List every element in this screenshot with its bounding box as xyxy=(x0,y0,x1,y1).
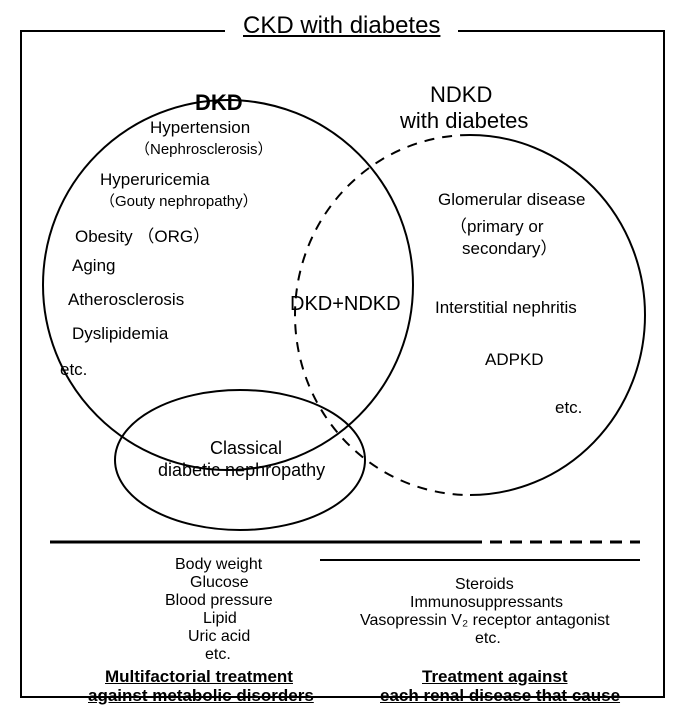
classical-2: diabetic nephropathy xyxy=(158,460,325,481)
tl-5: etc. xyxy=(205,646,231,664)
tr-3: etc. xyxy=(475,630,501,648)
tl-2: Blood pressure xyxy=(165,592,273,610)
treat-left-title-1: Multifactorial treatment xyxy=(105,667,293,687)
li-dyslipidemia: Dyslipidemia xyxy=(72,324,168,344)
li-etc: etc. xyxy=(60,360,87,380)
tr-1: Immunosuppressants xyxy=(410,594,563,612)
ndkd-header-1: NDKD xyxy=(430,82,492,108)
li-hypertension: Hypertension xyxy=(150,118,250,138)
ndkd-header-2: with diabetes xyxy=(400,108,528,134)
tl-4: Uric acid xyxy=(188,628,250,646)
li-nephrosclerosis: （Nephrosclerosis） xyxy=(135,138,273,159)
overlap-label: DKD+NDKD xyxy=(290,293,401,316)
tl-3: Lipid xyxy=(203,610,237,628)
treat-right-title-2: each renal disease that cause xyxy=(380,686,620,706)
li-obesity: Obesity （ORG） xyxy=(75,222,210,247)
ri-glom1: Glomerular disease xyxy=(438,190,585,210)
classical-1: Classical xyxy=(210,438,282,459)
tr-2: Vasopressin V₂ receptor antagonist xyxy=(360,612,610,630)
diagram-svg xyxy=(20,30,665,698)
li-atherosclerosis: Atherosclerosis xyxy=(68,290,184,310)
ri-interstitial: Interstitial nephritis xyxy=(435,298,577,318)
dkd-header: DKD xyxy=(195,90,243,116)
ri-etc: etc. xyxy=(555,398,582,418)
ri-glom3: secondary） xyxy=(462,234,557,259)
tl-0: Body weight xyxy=(175,556,262,574)
treat-right-title-1: Treatment against xyxy=(422,667,568,687)
ri-adpkd: ADPKD xyxy=(485,350,544,370)
li-hyperuricemia: Hyperuricemia xyxy=(100,170,210,190)
li-gouty: （Gouty nephropathy） xyxy=(100,190,258,211)
tl-1: Glucose xyxy=(190,574,249,592)
tr-0: Steroids xyxy=(455,576,514,594)
li-aging: Aging xyxy=(72,256,115,276)
treat-left-title-2: against metabolic disorders xyxy=(88,686,314,706)
